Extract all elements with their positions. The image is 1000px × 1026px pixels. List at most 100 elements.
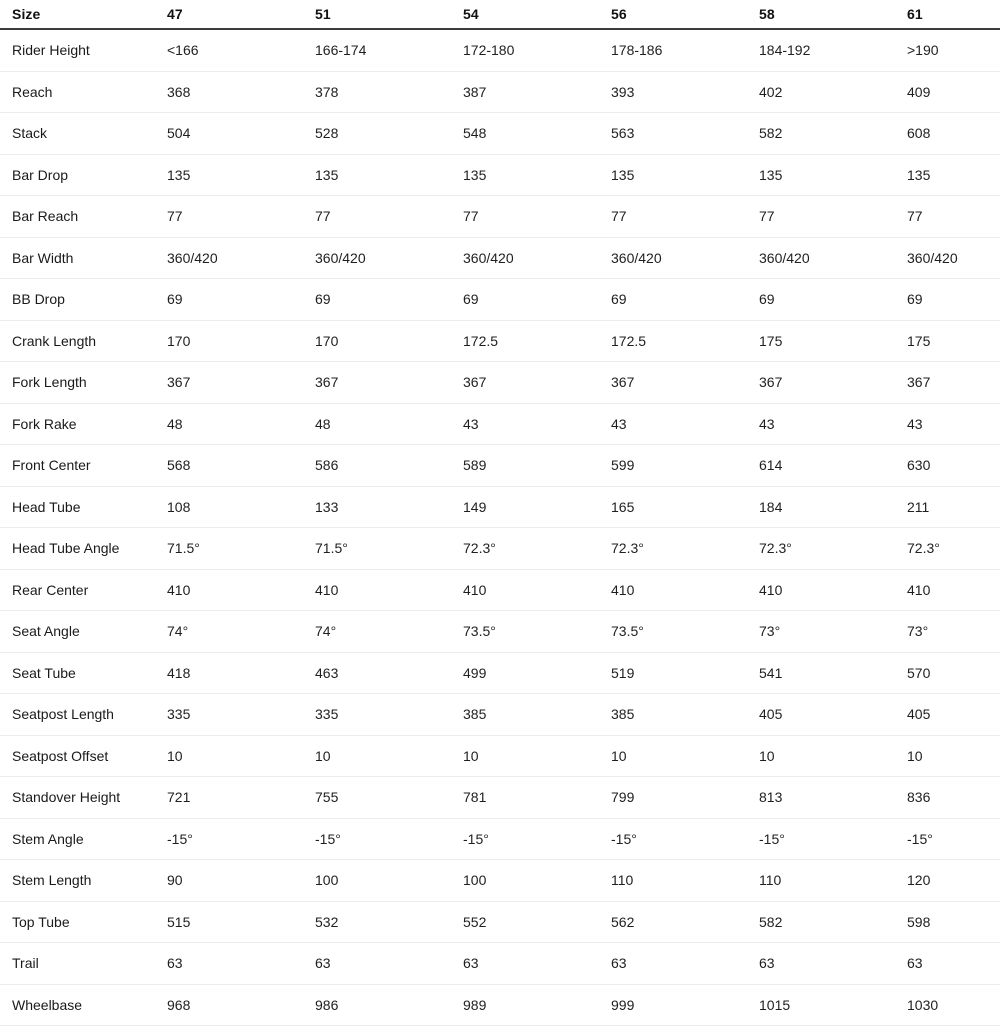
cell-value: 74° <box>155 610 303 653</box>
cell-value: 589 <box>451 444 599 487</box>
cell-value: <166 <box>155 29 303 72</box>
row-label: Head Tube <box>0 486 155 528</box>
cell-value: 387 <box>451 71 599 113</box>
cell-value: 77 <box>747 195 895 238</box>
cell-value: 360/420 <box>303 237 451 279</box>
cell-value: 100 <box>303 859 451 902</box>
cell-value: 72.3° <box>599 527 747 570</box>
row-label: Rear Center <box>0 569 155 611</box>
cell-value: 541 <box>747 652 895 694</box>
cell-value: 149 <box>451 486 599 528</box>
table-body: Rider Height <166 166-174 172-180 178-186 184… <box>0 29 1000 1026</box>
cell-value: 170 <box>303 320 451 362</box>
row-label: BB Drop <box>0 278 155 321</box>
size-header: 61 <box>895 0 1000 30</box>
table-row: Stem Length 90 100 100 110 110 120 <box>0 859 1000 902</box>
cell-value: 360/420 <box>155 237 303 279</box>
table-row: Stem Angle -15° -15° -15° -15° -15° -15° <box>0 818 1000 860</box>
cell-value: 986 <box>303 984 451 1026</box>
cell-value: 570 <box>895 652 1000 694</box>
table-row: Bar Reach 77 77 77 77 77 77 <box>0 195 1000 238</box>
table-header: Size 47 51 54 56 58 61 <box>0 0 1000 30</box>
cell-value: 74° <box>303 610 451 653</box>
cell-value: 582 <box>747 112 895 155</box>
cell-value: 63 <box>747 942 895 985</box>
row-label: Trail <box>0 942 155 985</box>
table-row: Seatpost Offset 10 10 10 10 10 10 <box>0 735 1000 777</box>
cell-value: -15° <box>155 818 303 860</box>
table-row: Front Center 568 586 589 599 614 630 <box>0 444 1000 487</box>
cell-value: 73° <box>895 610 1000 653</box>
cell-value: 614 <box>747 444 895 487</box>
table-row: Standover Height 721 755 781 799 813 836 <box>0 776 1000 819</box>
cell-value: 72.3° <box>451 527 599 570</box>
cell-value: 184-192 <box>747 29 895 72</box>
cell-value: 77 <box>451 195 599 238</box>
table-row: Reach 368 378 387 393 402 409 <box>0 71 1000 113</box>
row-label: Fork Rake <box>0 403 155 445</box>
size-header: 56 <box>599 0 747 30</box>
cell-value: 172.5 <box>599 320 747 362</box>
cell-value: 135 <box>895 154 1000 196</box>
cell-value: 172-180 <box>451 29 599 72</box>
row-label: Stack <box>0 112 155 155</box>
cell-value: 10 <box>155 735 303 777</box>
table-row: BB Drop 69 69 69 69 69 69 <box>0 278 1000 321</box>
cell-value: 463 <box>303 652 451 694</box>
cell-value: 410 <box>747 569 895 611</box>
cell-value: 73.5° <box>451 610 599 653</box>
cell-value: 1030 <box>895 984 1000 1026</box>
cell-value: 48 <box>303 403 451 445</box>
cell-value: 10 <box>303 735 451 777</box>
cell-value: -15° <box>747 818 895 860</box>
cell-value: 73° <box>747 610 895 653</box>
cell-value: 519 <box>599 652 747 694</box>
cell-value: 69 <box>303 278 451 321</box>
cell-value: -15° <box>895 818 1000 860</box>
cell-value: 999 <box>599 984 747 1026</box>
cell-value: 799 <box>599 776 747 819</box>
cell-value: 405 <box>895 693 1000 736</box>
cell-value: 69 <box>599 278 747 321</box>
cell-value: 563 <box>599 112 747 155</box>
cell-value: 63 <box>155 942 303 985</box>
cell-value: 410 <box>451 569 599 611</box>
table-row: Seat Angle 74° 74° 73.5° 73.5° 73° 73° <box>0 610 1000 653</box>
row-label: Standover Height <box>0 776 155 819</box>
cell-value: 599 <box>599 444 747 487</box>
cell-value: 552 <box>451 901 599 943</box>
row-label: Bar Width <box>0 237 155 279</box>
cell-value: 43 <box>451 403 599 445</box>
table-row: Trail 63 63 63 63 63 63 <box>0 942 1000 985</box>
cell-value: 568 <box>155 444 303 487</box>
cell-value: 170 <box>155 320 303 362</box>
table-row: Top Tube 515 532 552 562 582 598 <box>0 901 1000 943</box>
cell-value: 63 <box>451 942 599 985</box>
cell-value: 110 <box>747 859 895 902</box>
cell-value: 211 <box>895 486 1000 528</box>
cell-value: 10 <box>451 735 599 777</box>
cell-value: 100 <box>451 859 599 902</box>
cell-value: 410 <box>155 569 303 611</box>
cell-value: 360/420 <box>895 237 1000 279</box>
cell-value: 989 <box>451 984 599 1026</box>
cell-value: 77 <box>155 195 303 238</box>
cell-value: 71.5° <box>155 527 303 570</box>
cell-value: 43 <box>895 403 1000 445</box>
cell-value: 968 <box>155 984 303 1026</box>
cell-value: 73.5° <box>599 610 747 653</box>
cell-value: 385 <box>451 693 599 736</box>
table-row: Seatpost Length 335 335 385 385 405 405 <box>0 693 1000 736</box>
cell-value: 69 <box>895 278 1000 321</box>
table-row: Bar Width 360/420 360/420 360/420 360/420 360… <box>0 237 1000 279</box>
table-row: Stack 504 528 548 563 582 608 <box>0 112 1000 155</box>
cell-value: 367 <box>303 361 451 404</box>
cell-value: -15° <box>303 818 451 860</box>
row-label: Seatpost Offset <box>0 735 155 777</box>
table-row: Wheelbase 968 986 989 999 1015 1030 <box>0 984 1000 1026</box>
cell-value: 135 <box>599 154 747 196</box>
row-label: Bar Reach <box>0 195 155 238</box>
size-header: 54 <box>451 0 599 30</box>
cell-value: 378 <box>303 71 451 113</box>
